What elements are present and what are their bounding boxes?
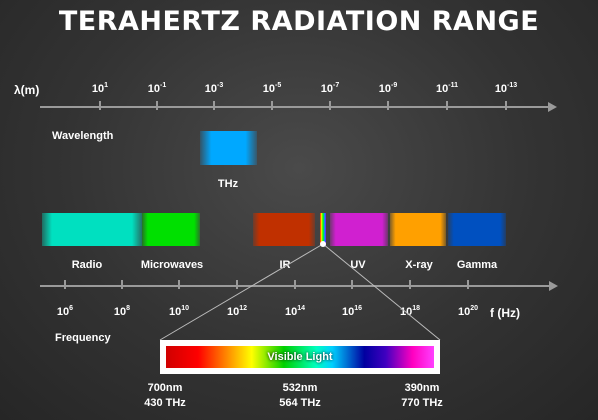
wavelength-tick-base: 10 — [204, 83, 218, 95]
frequency-tick-exponent: 10 — [181, 305, 190, 312]
frequency-tick-base: 10 — [341, 306, 355, 318]
wavelength-tick-label: 10-7 — [321, 82, 339, 95]
wavelength-tick-exponent: 1 — [104, 82, 109, 89]
wavelength-tick-base: 10 — [320, 83, 334, 95]
frequency-tick-base: 10 — [226, 306, 240, 318]
wavelength-tick — [271, 101, 273, 110]
wavelength-tick — [213, 101, 215, 110]
visible-light-wavelength: 390nm — [404, 382, 440, 394]
wavelength-axis-name: Wavelength — [52, 130, 114, 142]
wavelength-tick-label: 10-3 — [205, 82, 223, 95]
frequency-tick-label: 1016 — [342, 305, 362, 318]
frequency-tick — [467, 280, 469, 289]
frequency-tick-exponent: 18 — [412, 305, 421, 312]
band-microwaves — [142, 213, 200, 246]
frequency-tick-exponent: 12 — [239, 305, 248, 312]
frequency-tick — [351, 280, 353, 289]
wavelength-tick-exponent: -13 — [507, 82, 518, 89]
wavelength-tick-label: 10-11 — [436, 82, 458, 95]
band-gamma — [448, 213, 506, 246]
visible-light-frequency: 564 THz — [279, 397, 321, 409]
visible-light-label: Visible Light — [267, 351, 333, 363]
wavelength-axis-line — [40, 106, 548, 108]
frequency-tick-exponent: 14 — [297, 305, 306, 312]
wavelength-tick-base: 10 — [91, 83, 105, 95]
wavelength-tick — [99, 101, 101, 110]
wavelength-tick-base: 10 — [147, 83, 161, 95]
band-radio — [42, 213, 142, 246]
visible-light-spectrum: Visible Light — [160, 340, 440, 374]
frequency-tick-base: 10 — [284, 306, 298, 318]
band-ir — [253, 213, 315, 246]
frequency-tick-exponent: 16 — [354, 305, 363, 312]
frequency-symbol: f (Hz) — [490, 306, 520, 320]
wavelength-tick-exponent: -9 — [391, 82, 398, 89]
frequency-axis-arrow — [549, 281, 558, 291]
visible-light-wavelength: 532nm — [282, 382, 318, 394]
wavelength-tick — [387, 101, 389, 110]
band-label: Gamma — [456, 259, 498, 271]
wavelength-tick-label: 10-5 — [263, 82, 281, 95]
frequency-tick-exponent: 6 — [69, 305, 74, 312]
frequency-axis-name: Frequency — [55, 332, 111, 344]
frequency-tick-label: 1014 — [285, 305, 305, 318]
thz-label: THz — [217, 178, 239, 190]
wavelength-tick-label: 10-9 — [379, 82, 397, 95]
wavelength-tick-exponent: -1 — [160, 82, 167, 89]
wavelength-symbol: λ(m) — [14, 83, 40, 97]
frequency-tick-label: 1020 — [458, 305, 478, 318]
visible-light-wavelength: 700nm — [147, 382, 183, 394]
frequency-tick-label: 108 — [114, 305, 130, 318]
frequency-tick — [121, 280, 123, 289]
band-uv — [330, 213, 388, 246]
frequency-tick — [294, 280, 296, 289]
frequency-tick-base: 10 — [457, 306, 471, 318]
wavelength-tick-exponent: -3 — [217, 82, 224, 89]
visible-light-marker — [320, 213, 326, 246]
wavelength-tick-exponent: -5 — [275, 82, 282, 89]
wavelength-tick — [505, 101, 507, 110]
frequency-tick — [178, 280, 180, 289]
wavelength-tick-exponent: -11 — [448, 82, 458, 89]
frequency-tick — [64, 280, 66, 289]
page-title: TERAHERTZ RADIATION RANGE — [58, 6, 540, 37]
band-label: UV — [350, 259, 366, 271]
frequency-tick-exponent: 20 — [470, 305, 479, 312]
visible-light-frequency: 430 THz — [144, 397, 186, 409]
visible-light-frequency: 770 THz — [401, 397, 443, 409]
wavelength-tick-base: 10 — [262, 83, 276, 95]
wavelength-tick-label: 10-13 — [495, 82, 517, 95]
wavelength-tick-base: 10 — [436, 83, 449, 95]
wavelength-tick — [446, 101, 448, 110]
band-label: Microwaves — [140, 259, 204, 271]
frequency-tick-label: 1010 — [169, 305, 189, 318]
frequency-tick-exponent: 8 — [126, 305, 131, 312]
band-x-ray — [390, 213, 446, 246]
wavelength-tick-base: 10 — [494, 83, 508, 95]
frequency-tick-base: 10 — [113, 306, 127, 318]
wavelength-tick-label: 101 — [92, 82, 108, 95]
wavelength-tick-base: 10 — [378, 83, 392, 95]
band-label: X-ray — [405, 259, 433, 271]
band-label: IR — [279, 259, 291, 271]
frequency-tick-label: 1012 — [227, 305, 247, 318]
wavelength-tick — [156, 101, 158, 110]
wavelength-tick-exponent: -7 — [333, 82, 340, 89]
wavelength-axis-arrow — [548, 102, 557, 112]
wavelength-tick-label: 10-1 — [148, 82, 166, 95]
thz-band — [200, 131, 257, 165]
visible-light-gradient: Visible Light — [166, 346, 434, 368]
frequency-tick — [236, 280, 238, 289]
frequency-tick — [409, 280, 411, 289]
band-label: Radio — [71, 259, 103, 271]
frequency-tick-label: 106 — [57, 305, 73, 318]
wavelength-tick — [329, 101, 331, 110]
frequency-tick-base: 10 — [56, 306, 70, 318]
frequency-tick-base: 10 — [168, 306, 182, 318]
